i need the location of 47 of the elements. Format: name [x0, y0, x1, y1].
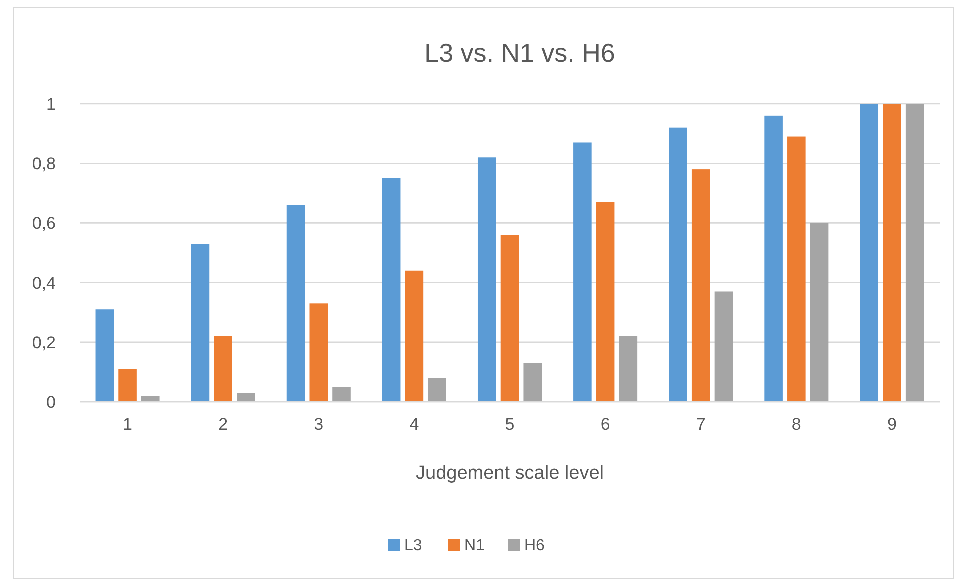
x-tick-label: 6 — [600, 415, 610, 434]
bar — [500, 235, 520, 402]
bar — [764, 116, 783, 402]
bar — [906, 104, 924, 402]
bar — [382, 178, 401, 402]
bar — [478, 158, 496, 402]
bar — [596, 202, 615, 402]
y-tick-label: 0,2 — [32, 333, 56, 352]
y-tick-label: 0 — [46, 392, 56, 412]
legend-label: N1 — [464, 538, 486, 555]
chart-title: L3 vs. N1 vs. H6 — [424, 38, 616, 68]
bar — [214, 336, 232, 402]
x-tick-label: 8 — [792, 415, 802, 434]
bar — [286, 205, 306, 402]
x-tick-label: 2 — [218, 415, 228, 434]
bar — [237, 393, 256, 402]
y-tick-label: 0,6 — [32, 214, 56, 234]
bar — [788, 136, 806, 402]
x-tick-label: 1 — [123, 415, 133, 434]
bar — [428, 378, 446, 402]
y-tick-label: 0,8 — [32, 154, 56, 174]
y-tick-label: 0,4 — [32, 274, 56, 293]
bar — [574, 142, 592, 402]
bar — [669, 128, 688, 402]
bar — [883, 104, 902, 402]
bar — [96, 310, 114, 402]
bar — [692, 170, 710, 402]
bar — [860, 104, 879, 402]
x-tick-label: 3 — [314, 415, 324, 434]
bar — [141, 396, 160, 402]
bar — [310, 304, 328, 402]
bar — [714, 292, 734, 402]
legend-label: H6 — [524, 538, 546, 555]
bar — [405, 270, 424, 402]
bar — [191, 244, 210, 402]
bar — [619, 336, 638, 402]
x-axis-title: Judgement scale level — [416, 463, 604, 484]
x-tick-label: 5 — [505, 415, 515, 434]
bar — [118, 369, 137, 402]
x-tick-label: 4 — [410, 415, 420, 434]
x-tick-label: 7 — [696, 415, 706, 434]
bar — [810, 223, 829, 402]
y-tick-label: 1 — [46, 94, 56, 114]
legend-label: L3 — [404, 538, 422, 555]
x-tick-label: 9 — [887, 415, 897, 434]
bar — [524, 363, 542, 402]
bar — [332, 387, 351, 402]
